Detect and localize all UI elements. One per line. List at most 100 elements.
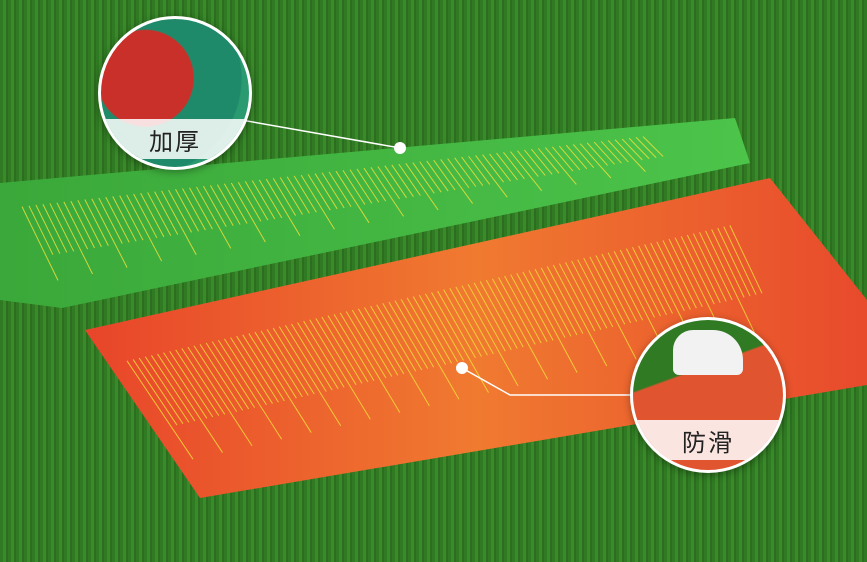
ruler-tick — [607, 140, 629, 163]
ruler-tick — [723, 226, 757, 295]
ruler-tick — [363, 167, 387, 202]
ruler-tick — [558, 263, 596, 332]
ruler-tick — [540, 267, 578, 336]
ruler-tick — [388, 301, 429, 369]
ruler-tick — [138, 357, 184, 424]
ruler-tick — [443, 289, 482, 357]
green-jump-mat — [0, 118, 750, 308]
ruler-tick — [242, 334, 285, 402]
ruler-tick — [377, 166, 401, 200]
ruler-tick — [175, 349, 220, 416]
ruler-tick — [391, 164, 414, 197]
ruler-tick — [680, 236, 715, 305]
ruler-tick — [530, 148, 553, 175]
leader-line-thick — [229, 117, 401, 149]
ruler-tick — [577, 259, 614, 328]
ruler-tick — [272, 327, 315, 395]
ruler-tick — [279, 177, 303, 215]
ruler-tick — [601, 253, 638, 322]
ruler-tick — [105, 196, 130, 243]
ruler-tick — [230, 337, 273, 404]
ruler-tick — [356, 168, 380, 203]
callout-anti-slip: 防滑 — [630, 317, 786, 473]
leader-dot-antislip — [456, 362, 468, 374]
ruler-tick — [424, 293, 464, 361]
ruler-tick — [49, 203, 75, 252]
ruler-tick — [473, 282, 512, 351]
ruler-tick — [729, 225, 763, 294]
ruler-tick — [455, 286, 494, 355]
ruler-tick — [572, 144, 595, 169]
ruler-tick — [63, 201, 89, 250]
ruler-tick — [571, 260, 608, 329]
ruler-tick — [223, 183, 248, 224]
ruler-tick — [196, 186, 232, 249]
ruler-tick — [272, 178, 297, 216]
ruler-tick — [291, 323, 333, 391]
red-mat-ruler-lines — [126, 225, 763, 460]
ruler-tick — [278, 326, 342, 427]
ruler-tick — [447, 158, 470, 189]
ruler-tick — [376, 304, 417, 372]
ruler-tick — [546, 266, 584, 334]
ruler-tick — [412, 162, 435, 194]
ruler-tick — [169, 350, 214, 418]
ruler-tick — [418, 294, 458, 363]
ruler-tick — [516, 273, 554, 341]
ruler-tick — [248, 333, 312, 433]
ruler-tick — [551, 146, 574, 172]
ruler-tick — [565, 262, 602, 330]
leader-line-antislip — [461, 367, 635, 396]
ruler-tick — [187, 346, 253, 447]
ruler-tick — [265, 178, 301, 236]
ruler-tick — [544, 147, 577, 185]
ruler-tick — [528, 270, 566, 338]
ruler-tick — [479, 281, 518, 349]
ruler-tick — [600, 140, 622, 164]
ruler-tick — [202, 185, 227, 228]
ruler-tick — [293, 175, 317, 213]
ruler-tick — [467, 283, 506, 352]
ruler-tick — [157, 353, 223, 453]
ruler-tick — [286, 176, 310, 214]
ruler-tick — [56, 202, 94, 275]
ruler-tick — [333, 314, 375, 381]
ruler-tick — [534, 268, 572, 337]
ruler-tick — [209, 185, 234, 226]
ruler-tick — [405, 163, 439, 211]
ruler-tick — [300, 174, 335, 230]
ruler-tick — [327, 315, 369, 383]
ruler-tick — [150, 355, 196, 422]
ruler-tick — [426, 160, 449, 192]
ruler-tick — [254, 331, 297, 399]
ruler-tick — [237, 181, 262, 222]
ruler-tick — [216, 184, 241, 225]
ruler-tick — [309, 319, 371, 420]
ruler-tick — [266, 329, 309, 396]
ruler-tick — [621, 138, 643, 161]
ruler-tick — [586, 142, 608, 166]
ruler-tick — [632, 247, 667, 316]
ruler-tick — [686, 234, 721, 303]
ruler-tick — [42, 204, 68, 253]
ruler-tick — [491, 278, 549, 380]
ruler-tick — [638, 245, 673, 314]
ruler-tick — [475, 155, 508, 198]
ruler-tick — [315, 318, 357, 385]
ruler-tick — [133, 193, 158, 239]
ruler-tick — [625, 248, 661, 317]
ruler-tick — [175, 189, 199, 232]
ruler-tick — [468, 155, 491, 185]
ruler-tick — [419, 161, 442, 193]
ruler-tick — [236, 335, 279, 403]
ruler-tick — [349, 169, 373, 204]
ruler-tick — [161, 190, 197, 256]
ruler-tick — [628, 137, 650, 160]
ruler-tick — [297, 322, 339, 390]
ruler-tick — [537, 148, 560, 174]
ruler-tick — [98, 197, 123, 244]
ruler-tick — [619, 249, 656, 318]
ruler-tick — [668, 238, 703, 308]
ruler-tick — [583, 257, 637, 360]
ruler-tick — [692, 233, 727, 302]
